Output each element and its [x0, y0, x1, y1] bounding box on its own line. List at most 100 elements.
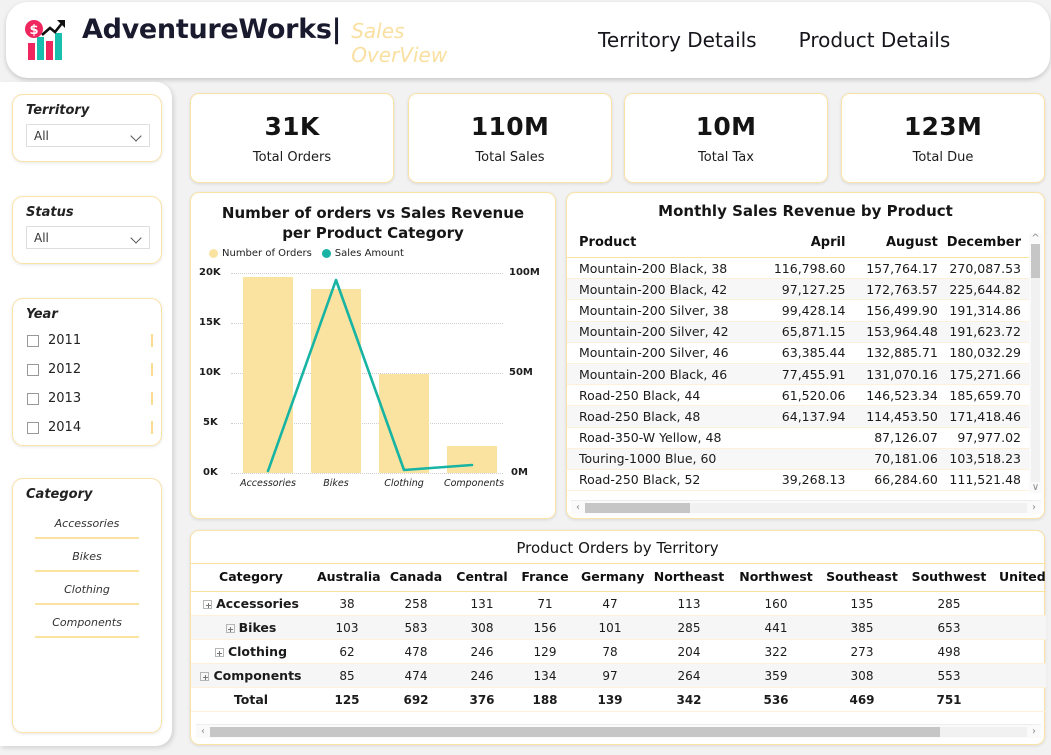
category-underline: [35, 570, 139, 572]
matrix-cell: 285: [905, 591, 993, 616]
column-header-august[interactable]: August: [853, 231, 946, 258]
checkbox-icon[interactable]: [27, 363, 39, 376]
monthly-sales-table: Product April August December Mountain-2…: [567, 231, 1029, 493]
cell-august: 114,453.50: [853, 405, 946, 428]
checkbox-icon[interactable]: [27, 334, 39, 347]
matrix-row-header[interactable]: Components: [191, 663, 311, 688]
status-dropdown[interactable]: All: [26, 226, 150, 249]
expand-plus-icon[interactable]: [225, 624, 235, 633]
y-axis-tick: 15K: [199, 316, 221, 328]
year-accent-mark: [151, 363, 153, 376]
table-row[interactable]: Mountain-200 Black, 46 77,455.91 131,070…: [567, 363, 1029, 386]
kpi-card-total-due[interactable]: 123M Total Due: [841, 93, 1045, 183]
matrix-cell: 62: [311, 639, 383, 664]
tab-territory-details[interactable]: Territory Details: [598, 28, 757, 52]
hscroll-track[interactable]: [210, 726, 1027, 737]
cell-december: 111,521.48: [945, 469, 1029, 492]
year-checkbox-2012[interactable]: 2012: [13, 355, 161, 384]
column-header-southwest[interactable]: Southwest: [905, 563, 993, 592]
chevron-up-icon[interactable]: ^: [1031, 233, 1040, 244]
matrix-row-header[interactable]: Accessories: [191, 591, 311, 616]
monthly-table-vscrollbar[interactable]: ^ ∨: [1029, 233, 1042, 493]
hscroll-track[interactable]: [585, 502, 1027, 513]
x-axis-tick: Accessories: [240, 477, 296, 489]
checkbox-icon[interactable]: [27, 392, 39, 405]
category-item-bikes[interactable]: Bikes: [13, 539, 161, 572]
table-row[interactable]: Mountain-200 Black, 38 116,798.60 157,76…: [567, 257, 1029, 280]
category-item-clothing[interactable]: Clothing: [13, 572, 161, 605]
bar-bikes[interactable]: [311, 288, 361, 473]
territory-matrix-hscrollbar[interactable]: ‹ ›: [196, 724, 1041, 738]
kpi-value: 110M: [470, 111, 550, 141]
year-checkbox-2014[interactable]: 2014: [13, 413, 161, 442]
monthly-table-hscrollbar[interactable]: ‹ ›: [571, 500, 1041, 514]
chevron-down-icon[interactable]: ∨: [1031, 482, 1040, 493]
kpi-card-total-tax[interactable]: 10M Total Tax: [624, 93, 828, 183]
table-row[interactable]: Road-250 Black, 52 39,268.13 66,284.60 1…: [567, 469, 1029, 492]
app-header: $ AdventureWorks| Sales OverView Territo…: [6, 2, 1050, 78]
column-header-france[interactable]: France: [515, 563, 575, 592]
vscroll-thumb[interactable]: [1031, 244, 1040, 278]
table-row[interactable]: Mountain-200 Silver, 42 65,871.15 153,96…: [567, 321, 1029, 343]
hscroll-thumb[interactable]: [585, 502, 690, 513]
matrix-total-cell: 751: [905, 687, 993, 712]
column-header-central[interactable]: Central: [449, 563, 515, 592]
legend-item-orders[interactable]: Number of Orders: [209, 248, 312, 259]
column-header-northeast[interactable]: Northeast: [645, 563, 733, 592]
combo-chart-panel: Number of orders vs Sales Revenue per Pr…: [190, 192, 556, 519]
table-row[interactable]: Mountain-200 Black, 42 97,127.25 172,763…: [567, 278, 1029, 301]
column-header-product[interactable]: Product: [567, 231, 762, 258]
column-header-germany[interactable]: Germany: [575, 563, 645, 592]
table-row[interactable]: Mountain-200 Silver, 38 99,428.14 156,49…: [567, 299, 1029, 322]
cell-august: 131,070.16: [853, 363, 946, 386]
kpi-card-total-sales[interactable]: 110M Total Sales: [408, 93, 612, 183]
year-checkbox-2013[interactable]: 2013: [13, 384, 161, 413]
kpi-label: Total Tax: [698, 149, 754, 165]
tab-product-details[interactable]: Product Details: [798, 28, 951, 52]
table-row[interactable]: Road-350-W Yellow, 48 87,126.07 97,977.0…: [567, 427, 1029, 449]
bar-accessories[interactable]: [243, 276, 293, 473]
territory-dropdown[interactable]: All: [26, 124, 150, 147]
column-header-southeast[interactable]: Southeast: [819, 563, 905, 592]
table-row[interactable]: Road-250 Black, 48 64,137.94 114,453.50 …: [567, 405, 1029, 428]
vscroll-track[interactable]: [1031, 244, 1040, 482]
column-header-united-kingdom[interactable]: United Kingd: [993, 563, 1046, 592]
matrix-row-accessories[interactable]: Accessories 38 258 131 71 47 113 160 135…: [191, 591, 1046, 616]
checkbox-icon[interactable]: [27, 421, 39, 434]
year-accent-mark: [151, 334, 153, 347]
chevron-left-icon[interactable]: ‹: [576, 502, 580, 513]
table-row[interactable]: Road-250 Black, 44 61,520.06 146,523.34 …: [567, 384, 1029, 407]
column-header-december[interactable]: December: [945, 231, 1029, 258]
cell-product: Mountain-200 Black, 38: [567, 257, 762, 280]
matrix-row-clothing[interactable]: Clothing 62 478 246 129 78 204 322 273 4…: [191, 639, 1046, 664]
expand-plus-icon[interactable]: [200, 672, 210, 681]
matrix-row-bikes[interactable]: Bikes 103 583 308 156 101 285 441 385 65…: [191, 615, 1046, 640]
expand-plus-icon[interactable]: [214, 648, 224, 657]
year-checkbox-2011[interactable]: 2011: [13, 326, 161, 355]
column-header-canada[interactable]: Canada: [383, 563, 449, 592]
column-header-australia[interactable]: Australia: [311, 563, 383, 592]
matrix-cell: 85: [311, 663, 383, 688]
expand-plus-icon[interactable]: [203, 600, 213, 609]
matrix-row-label: Accessories: [216, 596, 299, 611]
table-row[interactable]: Touring-1000 Blue, 60 70,181.06 103,518.…: [567, 448, 1029, 470]
column-header-category[interactable]: Category: [191, 563, 311, 592]
svg-text:$: $: [29, 23, 38, 38]
matrix-row-header[interactable]: Clothing: [191, 639, 311, 664]
category-item-accessories[interactable]: Accessories: [13, 506, 161, 539]
kpi-card-total-orders[interactable]: 31K Total Orders: [190, 93, 394, 183]
table-row[interactable]: Mountain-200 Silver, 46 63,385.44 132,88…: [567, 342, 1029, 364]
chevron-left-icon[interactable]: ‹: [201, 726, 205, 737]
column-header-northwest[interactable]: Northwest: [733, 563, 819, 592]
column-header-april[interactable]: April: [761, 231, 854, 258]
bar-components[interactable]: [447, 445, 497, 473]
matrix-row-header[interactable]: Bikes: [191, 615, 311, 640]
matrix-row-components[interactable]: Components 85 474 246 134 97 264 359 308…: [191, 663, 1046, 688]
chevron-right-icon[interactable]: ›: [1032, 726, 1036, 737]
cell-product: Mountain-200 Black, 46: [567, 363, 762, 386]
hscroll-thumb[interactable]: [210, 726, 940, 737]
gridline: [231, 272, 503, 274]
chevron-right-icon[interactable]: ›: [1032, 502, 1036, 513]
legend-item-sales[interactable]: Sales Amount: [321, 248, 404, 259]
category-item-components[interactable]: Components: [13, 605, 161, 638]
